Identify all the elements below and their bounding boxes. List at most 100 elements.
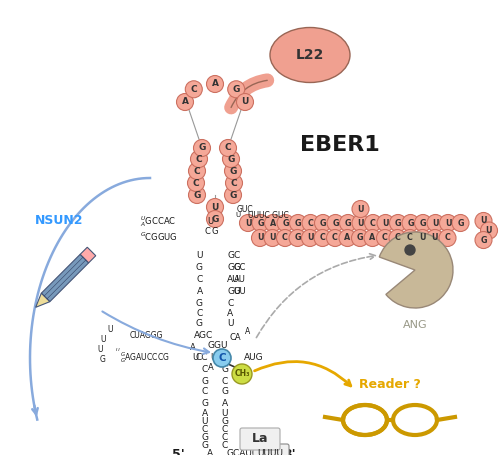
Text: NSUN2: NSUN2 xyxy=(35,213,84,227)
Text: 3': 3' xyxy=(284,448,296,455)
Circle shape xyxy=(405,245,415,255)
Text: C: C xyxy=(444,233,450,243)
Text: G: G xyxy=(420,218,426,228)
Text: U: U xyxy=(210,354,216,363)
Polygon shape xyxy=(36,293,50,307)
Text: U: U xyxy=(192,354,198,363)
Text: C: C xyxy=(190,85,197,94)
Text: G: G xyxy=(282,218,289,228)
Circle shape xyxy=(439,229,456,247)
Text: C: C xyxy=(192,178,200,187)
Text: U: U xyxy=(97,345,103,354)
Text: U: U xyxy=(432,218,439,228)
Text: G: G xyxy=(222,388,228,396)
Text: G: G xyxy=(212,228,218,237)
Circle shape xyxy=(194,140,210,157)
Text: U: U xyxy=(357,218,364,228)
Text: U: U xyxy=(357,204,364,213)
Text: U: U xyxy=(107,325,113,334)
Circle shape xyxy=(352,214,369,232)
FancyBboxPatch shape xyxy=(240,428,280,450)
Text: EBER1: EBER1 xyxy=(300,135,380,155)
Text: A: A xyxy=(182,97,188,106)
Text: C: C xyxy=(194,167,200,176)
Text: U: U xyxy=(222,410,228,419)
Text: U: U xyxy=(419,233,426,243)
Text: G: G xyxy=(222,418,228,426)
Text: G: G xyxy=(196,318,203,328)
Circle shape xyxy=(190,151,208,167)
Text: ANG: ANG xyxy=(402,320,427,330)
Text: U: U xyxy=(196,251,203,259)
Text: G: G xyxy=(196,263,203,272)
Text: G: G xyxy=(198,143,205,152)
Text: U: U xyxy=(236,212,240,218)
Text: G: G xyxy=(230,191,236,199)
FancyArrowPatch shape xyxy=(231,81,267,107)
Text: A: A xyxy=(202,410,208,419)
Circle shape xyxy=(326,229,344,247)
Text: GC: GC xyxy=(234,263,246,273)
Circle shape xyxy=(340,214,356,232)
Text: $^{U}_{\ }$: $^{U}_{\ }$ xyxy=(115,345,121,351)
Text: C: C xyxy=(227,298,233,308)
Circle shape xyxy=(475,212,492,229)
Text: U: U xyxy=(382,218,389,228)
Text: C: C xyxy=(224,143,232,152)
Text: G: G xyxy=(257,218,264,228)
Circle shape xyxy=(390,214,406,232)
Text: A: A xyxy=(227,308,233,318)
Text: $^{G}_{\ }$CGGUG: $^{G}_{\ }$CGGUG xyxy=(140,230,177,240)
Text: U: U xyxy=(227,318,234,328)
Circle shape xyxy=(376,229,394,247)
Text: U: U xyxy=(245,218,252,228)
Circle shape xyxy=(224,162,242,180)
Circle shape xyxy=(475,232,492,248)
Text: G: G xyxy=(407,218,414,228)
Text: GUC: GUC xyxy=(236,206,254,214)
Text: AGC: AGC xyxy=(194,332,214,340)
Text: G: G xyxy=(345,218,351,228)
Text: GCAUG: GCAUG xyxy=(226,450,260,455)
Circle shape xyxy=(389,229,406,247)
Circle shape xyxy=(206,211,224,228)
Text: A: A xyxy=(190,344,196,353)
Text: G: G xyxy=(228,155,234,163)
Circle shape xyxy=(224,187,242,203)
Wedge shape xyxy=(380,232,453,308)
Text: U: U xyxy=(212,202,218,212)
Polygon shape xyxy=(80,247,96,263)
Circle shape xyxy=(232,364,252,384)
Text: La: La xyxy=(252,433,268,445)
FancyBboxPatch shape xyxy=(253,444,289,455)
Text: $^{G}_{G}$AGAUCCCG: $^{G}_{G}$AGAUCCCG xyxy=(120,350,170,365)
Text: GC: GC xyxy=(227,263,240,272)
Circle shape xyxy=(314,229,331,247)
Text: $^{U}_{A}$GCCAC: $^{U}_{A}$GCCAC xyxy=(140,215,176,229)
Text: C: C xyxy=(282,233,288,243)
Circle shape xyxy=(252,214,269,232)
Text: A: A xyxy=(370,233,376,243)
Circle shape xyxy=(440,214,456,232)
Text: UUUC GUC: UUUC GUC xyxy=(248,211,289,219)
Text: C: C xyxy=(202,388,208,396)
Circle shape xyxy=(364,229,381,247)
Text: G: G xyxy=(202,441,208,450)
Text: U: U xyxy=(207,217,213,227)
Circle shape xyxy=(222,151,240,167)
Circle shape xyxy=(236,93,254,111)
Ellipse shape xyxy=(393,405,437,435)
Text: C: C xyxy=(407,233,413,243)
Text: L22: L22 xyxy=(296,48,324,62)
Text: C: C xyxy=(197,308,203,318)
Circle shape xyxy=(277,214,294,232)
Circle shape xyxy=(402,214,419,232)
Text: U: U xyxy=(307,233,313,243)
Circle shape xyxy=(213,349,231,367)
Text: G: G xyxy=(457,218,464,228)
Text: C: C xyxy=(222,376,228,385)
Circle shape xyxy=(327,214,344,232)
Text: GGU: GGU xyxy=(208,340,228,349)
Circle shape xyxy=(228,81,244,98)
FancyArrowPatch shape xyxy=(231,81,267,107)
